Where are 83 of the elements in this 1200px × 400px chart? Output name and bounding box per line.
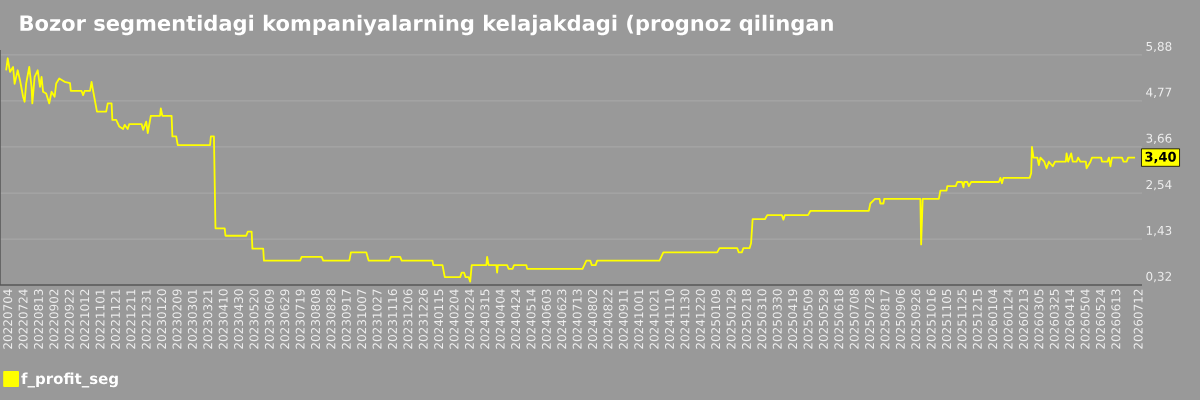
x-tick-label: 20251016 xyxy=(926,289,936,349)
x-tick-label: 20251215 xyxy=(972,289,982,349)
chart-title: Bozor segmentidagi kompaniyalarning kelajakdagi (prognoz qilingan xyxy=(20,14,833,36)
annotation: 3,40 xyxy=(1145,151,1176,164)
x-tick-label: 20231206 xyxy=(403,289,413,349)
x-tick-label: 20250218 xyxy=(741,289,751,349)
x-tick-label: 20230430 xyxy=(234,289,244,349)
x-tick-label: 20240404 xyxy=(495,289,505,349)
y-tick-label: 4,77 xyxy=(1146,87,1172,98)
x-tick-label: 20230808 xyxy=(310,289,321,349)
x-tick-label: 20240911 xyxy=(618,289,628,349)
x-tick-label: 20250926 xyxy=(911,289,921,349)
x-tick-label: 20221012 xyxy=(80,289,90,349)
x-tick-label: 20240713 xyxy=(572,289,582,349)
x-tick-label: 20230629 xyxy=(280,289,290,349)
x-tick-label: 20240424 xyxy=(511,289,521,349)
x-tick-label: 20240623 xyxy=(557,289,567,349)
y-tick-label: 5,88 xyxy=(1146,41,1172,53)
x-tick-label: 20260524 xyxy=(1095,289,1105,349)
x-tick-label: 20231226 xyxy=(418,289,428,349)
x-tick-label: 20250906 xyxy=(895,289,905,349)
x-tick-label: 20240514 xyxy=(526,289,536,349)
x-tick-label: 20260712 xyxy=(1133,289,1143,349)
x-tick-label: 20230321 xyxy=(203,289,213,349)
x-tick-label: 20221101 xyxy=(95,289,105,349)
x-tick-label: 20220922 xyxy=(64,289,74,349)
y-tick-label: 0,32 xyxy=(1146,271,1172,283)
x-tick-label: 20221231 xyxy=(141,289,151,349)
x-tick-label: 20260213 xyxy=(1018,289,1029,349)
x-tick-label: 20220724 xyxy=(18,289,28,349)
x-tick-label: 20230120 xyxy=(157,289,167,349)
x-tick-label: 20260325 xyxy=(1049,289,1059,349)
x-tick-label: 20250330 xyxy=(772,289,782,349)
x-tick-label: 20250109 xyxy=(711,289,721,349)
x-tick-label: 20260613 xyxy=(1111,289,1121,349)
x-tick-label: 20250708 xyxy=(849,289,859,349)
x-tick-label: 20240115 xyxy=(434,289,444,349)
x-tick-label: 20250129 xyxy=(726,289,736,349)
x-tick-label: 20231116 xyxy=(387,289,397,349)
x-tick-label: 20260124 xyxy=(1003,289,1013,349)
x-tick-label: 20240224 xyxy=(464,289,474,349)
x-tick-label: 20250509 xyxy=(803,289,813,349)
x-tick-label: 20241130 xyxy=(680,289,690,349)
x-tick-label: 20220704 xyxy=(3,289,13,349)
x-tick-label: 20241110 xyxy=(664,289,675,349)
x-tick-label: 20231007 xyxy=(357,289,367,349)
x-tick-label: 20230209 xyxy=(172,289,182,349)
x-tick-label: 20241021 xyxy=(649,289,659,349)
x-tick-label: 20230719 xyxy=(295,289,305,349)
x-tick-label: 20250529 xyxy=(818,289,828,349)
x-tick-label: 20230301 xyxy=(187,289,197,349)
x-tick-label: 20240315 xyxy=(480,289,490,349)
x-tick-label: 20230410 xyxy=(218,289,228,349)
x-tick-label: 20241220 xyxy=(695,289,705,349)
x-tick-label: 20221211 xyxy=(126,289,136,349)
x-tick-label: 20220813 xyxy=(33,289,44,349)
x-tick-label: 20251125 xyxy=(957,289,967,349)
x-tick-label: 20230520 xyxy=(249,289,259,349)
x-tick-label: 20250419 xyxy=(788,289,798,349)
y-tick-label: 3,66 xyxy=(1146,133,1172,144)
x-tick-label: 20220902 xyxy=(49,289,59,349)
x-tick-label: 20230917 xyxy=(341,289,351,349)
x-tick-label: 20260414 xyxy=(1065,289,1075,349)
x-tick-label: 20230828 xyxy=(326,289,336,349)
y-tick-label: 2,54 xyxy=(1146,180,1172,191)
x-tick-label: 20240603 xyxy=(541,289,551,349)
legend-label: f_profit_seg xyxy=(21,372,118,388)
x-tick-label: 20241001 xyxy=(634,289,644,349)
x-tick-label: 20231027 xyxy=(372,289,382,349)
x-tick-label: 20240204 xyxy=(449,289,459,349)
x-tick-label: 20251105 xyxy=(941,289,952,349)
x-tick-label: 20250310 xyxy=(757,289,767,349)
x-tick-label: 20250618 xyxy=(834,289,844,349)
x-tick-label: 20221121 xyxy=(110,289,120,349)
y-tick-label: 1,43 xyxy=(1146,225,1172,237)
x-tick-label: 20230609 xyxy=(264,289,274,349)
x-tick-label: 20240802 xyxy=(588,289,598,349)
x-tick-label: 20250817 xyxy=(880,289,890,349)
x-tick-label: 20250728 xyxy=(865,289,875,349)
x-tick-label: 20260104 xyxy=(988,289,998,349)
x-tick-label: 20240822 xyxy=(603,289,613,349)
x-tick-label: 20260504 xyxy=(1080,289,1090,349)
x-tick-label: 20260305 xyxy=(1034,289,1044,349)
